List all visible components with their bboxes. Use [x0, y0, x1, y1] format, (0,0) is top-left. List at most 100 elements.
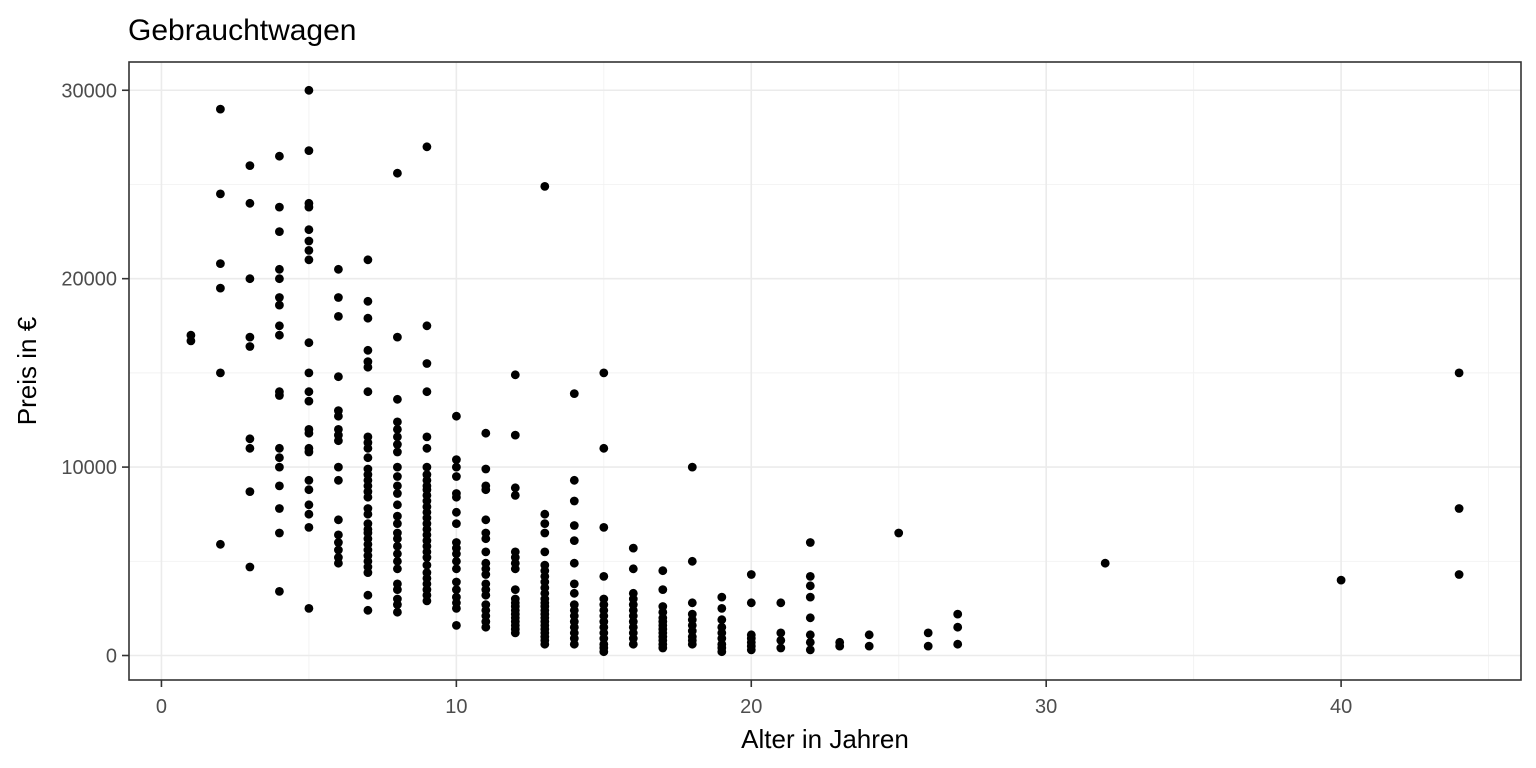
- data-point: [304, 475, 314, 485]
- data-point: [953, 639, 963, 649]
- data-point: [393, 549, 402, 559]
- data-point: [393, 440, 402, 449]
- y-axis-title: Preis in €: [12, 316, 42, 425]
- data-point: [363, 443, 373, 453]
- data-point: [334, 515, 343, 525]
- data-point: [334, 312, 343, 321]
- data-point: [569, 588, 579, 598]
- data-point: [393, 432, 402, 442]
- data-point: [452, 549, 461, 559]
- data-point: [540, 519, 550, 528]
- data-point: [510, 370, 520, 380]
- data-point: [245, 332, 255, 342]
- data-point: [304, 146, 314, 156]
- data-point: [275, 321, 284, 331]
- data-point: [923, 641, 933, 651]
- data-point: [540, 547, 550, 557]
- data-point: [363, 296, 373, 306]
- data-point: [304, 500, 314, 510]
- data-point: [569, 579, 579, 589]
- data-point: [334, 462, 343, 472]
- data-point: [304, 246, 314, 255]
- y-tick-label: 10000: [61, 457, 117, 479]
- y-tick-label: 30000: [61, 80, 117, 102]
- data-point: [923, 628, 933, 638]
- data-point: [216, 259, 225, 268]
- data-point: [393, 607, 402, 617]
- data-point: [1454, 368, 1464, 378]
- data-point: [805, 538, 815, 547]
- data-point: [245, 274, 255, 284]
- data-point: [687, 598, 697, 608]
- data-point: [481, 590, 491, 600]
- data-point: [452, 585, 461, 594]
- data-point: [481, 622, 491, 632]
- data-point: [510, 628, 520, 638]
- data-point: [452, 519, 461, 528]
- data-point: [393, 394, 402, 404]
- data-point: [216, 368, 225, 378]
- data-point: [481, 485, 491, 495]
- data-point: [599, 572, 609, 581]
- data-point: [275, 391, 284, 400]
- data-point: [422, 443, 432, 453]
- data-point: [334, 558, 343, 568]
- data-point: [393, 417, 402, 427]
- data-point: [275, 528, 284, 538]
- data-point: [363, 362, 373, 372]
- data-point: [422, 462, 432, 472]
- data-point: [186, 336, 196, 346]
- data-point: [393, 447, 402, 457]
- data-point: [216, 189, 225, 199]
- data-point: [628, 564, 638, 574]
- data-point: [1454, 504, 1464, 513]
- data-point: [275, 151, 284, 161]
- data-point: [687, 556, 697, 566]
- data-point: [805, 637, 815, 647]
- data-point: [363, 387, 373, 397]
- data-point: [1454, 570, 1464, 579]
- data-point: [422, 560, 432, 570]
- data-point: [393, 168, 402, 178]
- data-point: [746, 645, 756, 655]
- data-point: [245, 562, 255, 572]
- data-point: [275, 330, 284, 340]
- data-point: [746, 598, 756, 608]
- data-point: [569, 475, 579, 485]
- x-tick-label: 10: [445, 696, 467, 718]
- data-point: [481, 464, 491, 474]
- data-point: [599, 443, 609, 453]
- data-point: [805, 630, 815, 640]
- data-point: [540, 639, 550, 649]
- data-point: [452, 472, 461, 481]
- data-point: [835, 641, 845, 651]
- x-tick-label: 40: [1330, 696, 1352, 718]
- data-point: [334, 411, 343, 421]
- data-point: [216, 539, 225, 549]
- data-point: [304, 485, 314, 495]
- y-axis: 0 10000 20000 30000: [61, 80, 129, 668]
- data-point: [540, 509, 550, 519]
- data-point: [334, 436, 343, 446]
- data-point: [805, 581, 815, 591]
- data-point: [953, 609, 963, 619]
- x-axis: 0 10 20 30 40: [156, 680, 1352, 718]
- data-point: [599, 523, 609, 532]
- data-point: [304, 236, 314, 246]
- data-point: [363, 313, 373, 323]
- data-point: [304, 523, 314, 532]
- data-point: [776, 636, 786, 645]
- data-point: [275, 504, 284, 513]
- data-point: [776, 598, 786, 608]
- x-axis-title: Alter in Jahren: [741, 724, 909, 754]
- data-point: [628, 639, 638, 649]
- data-point: [452, 556, 461, 566]
- data-point: [805, 572, 815, 581]
- data-point: [510, 430, 520, 440]
- data-point: [245, 487, 255, 496]
- data-point: [334, 530, 343, 540]
- data-point: [481, 547, 491, 557]
- data-point: [363, 509, 373, 519]
- data-point: [658, 585, 668, 594]
- data-point: [275, 587, 284, 596]
